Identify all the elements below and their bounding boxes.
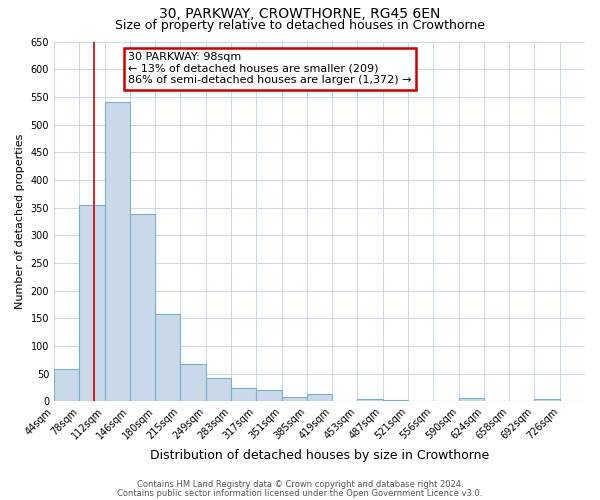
Text: Size of property relative to detached houses in Crowthorne: Size of property relative to detached ho… bbox=[115, 18, 485, 32]
Bar bbox=[130, 214, 155, 402]
Text: 30, PARKWAY, CROWTHORNE, RG45 6EN: 30, PARKWAY, CROWTHORNE, RG45 6EN bbox=[160, 8, 440, 22]
Bar bbox=[383, 400, 408, 402]
Y-axis label: Number of detached properties: Number of detached properties bbox=[15, 134, 25, 309]
Bar bbox=[54, 370, 79, 402]
Bar bbox=[155, 314, 181, 402]
Bar bbox=[358, 398, 383, 402]
Bar bbox=[256, 390, 281, 402]
Text: Contains HM Land Registry data © Crown copyright and database right 2024.: Contains HM Land Registry data © Crown c… bbox=[137, 480, 463, 489]
Bar bbox=[79, 205, 104, 402]
Bar bbox=[535, 398, 560, 402]
Bar bbox=[307, 394, 332, 402]
Bar bbox=[231, 388, 256, 402]
Bar bbox=[281, 397, 307, 402]
Text: Contains public sector information licensed under the Open Government Licence v3: Contains public sector information licen… bbox=[118, 489, 482, 498]
Bar bbox=[181, 364, 206, 402]
Bar bbox=[458, 398, 484, 402]
Bar bbox=[206, 378, 231, 402]
Text: 30 PARKWAY: 98sqm
← 13% of detached houses are smaller (209)
86% of semi-detache: 30 PARKWAY: 98sqm ← 13% of detached hous… bbox=[128, 52, 412, 86]
X-axis label: Distribution of detached houses by size in Crowthorne: Distribution of detached houses by size … bbox=[150, 450, 489, 462]
Bar bbox=[104, 102, 130, 402]
